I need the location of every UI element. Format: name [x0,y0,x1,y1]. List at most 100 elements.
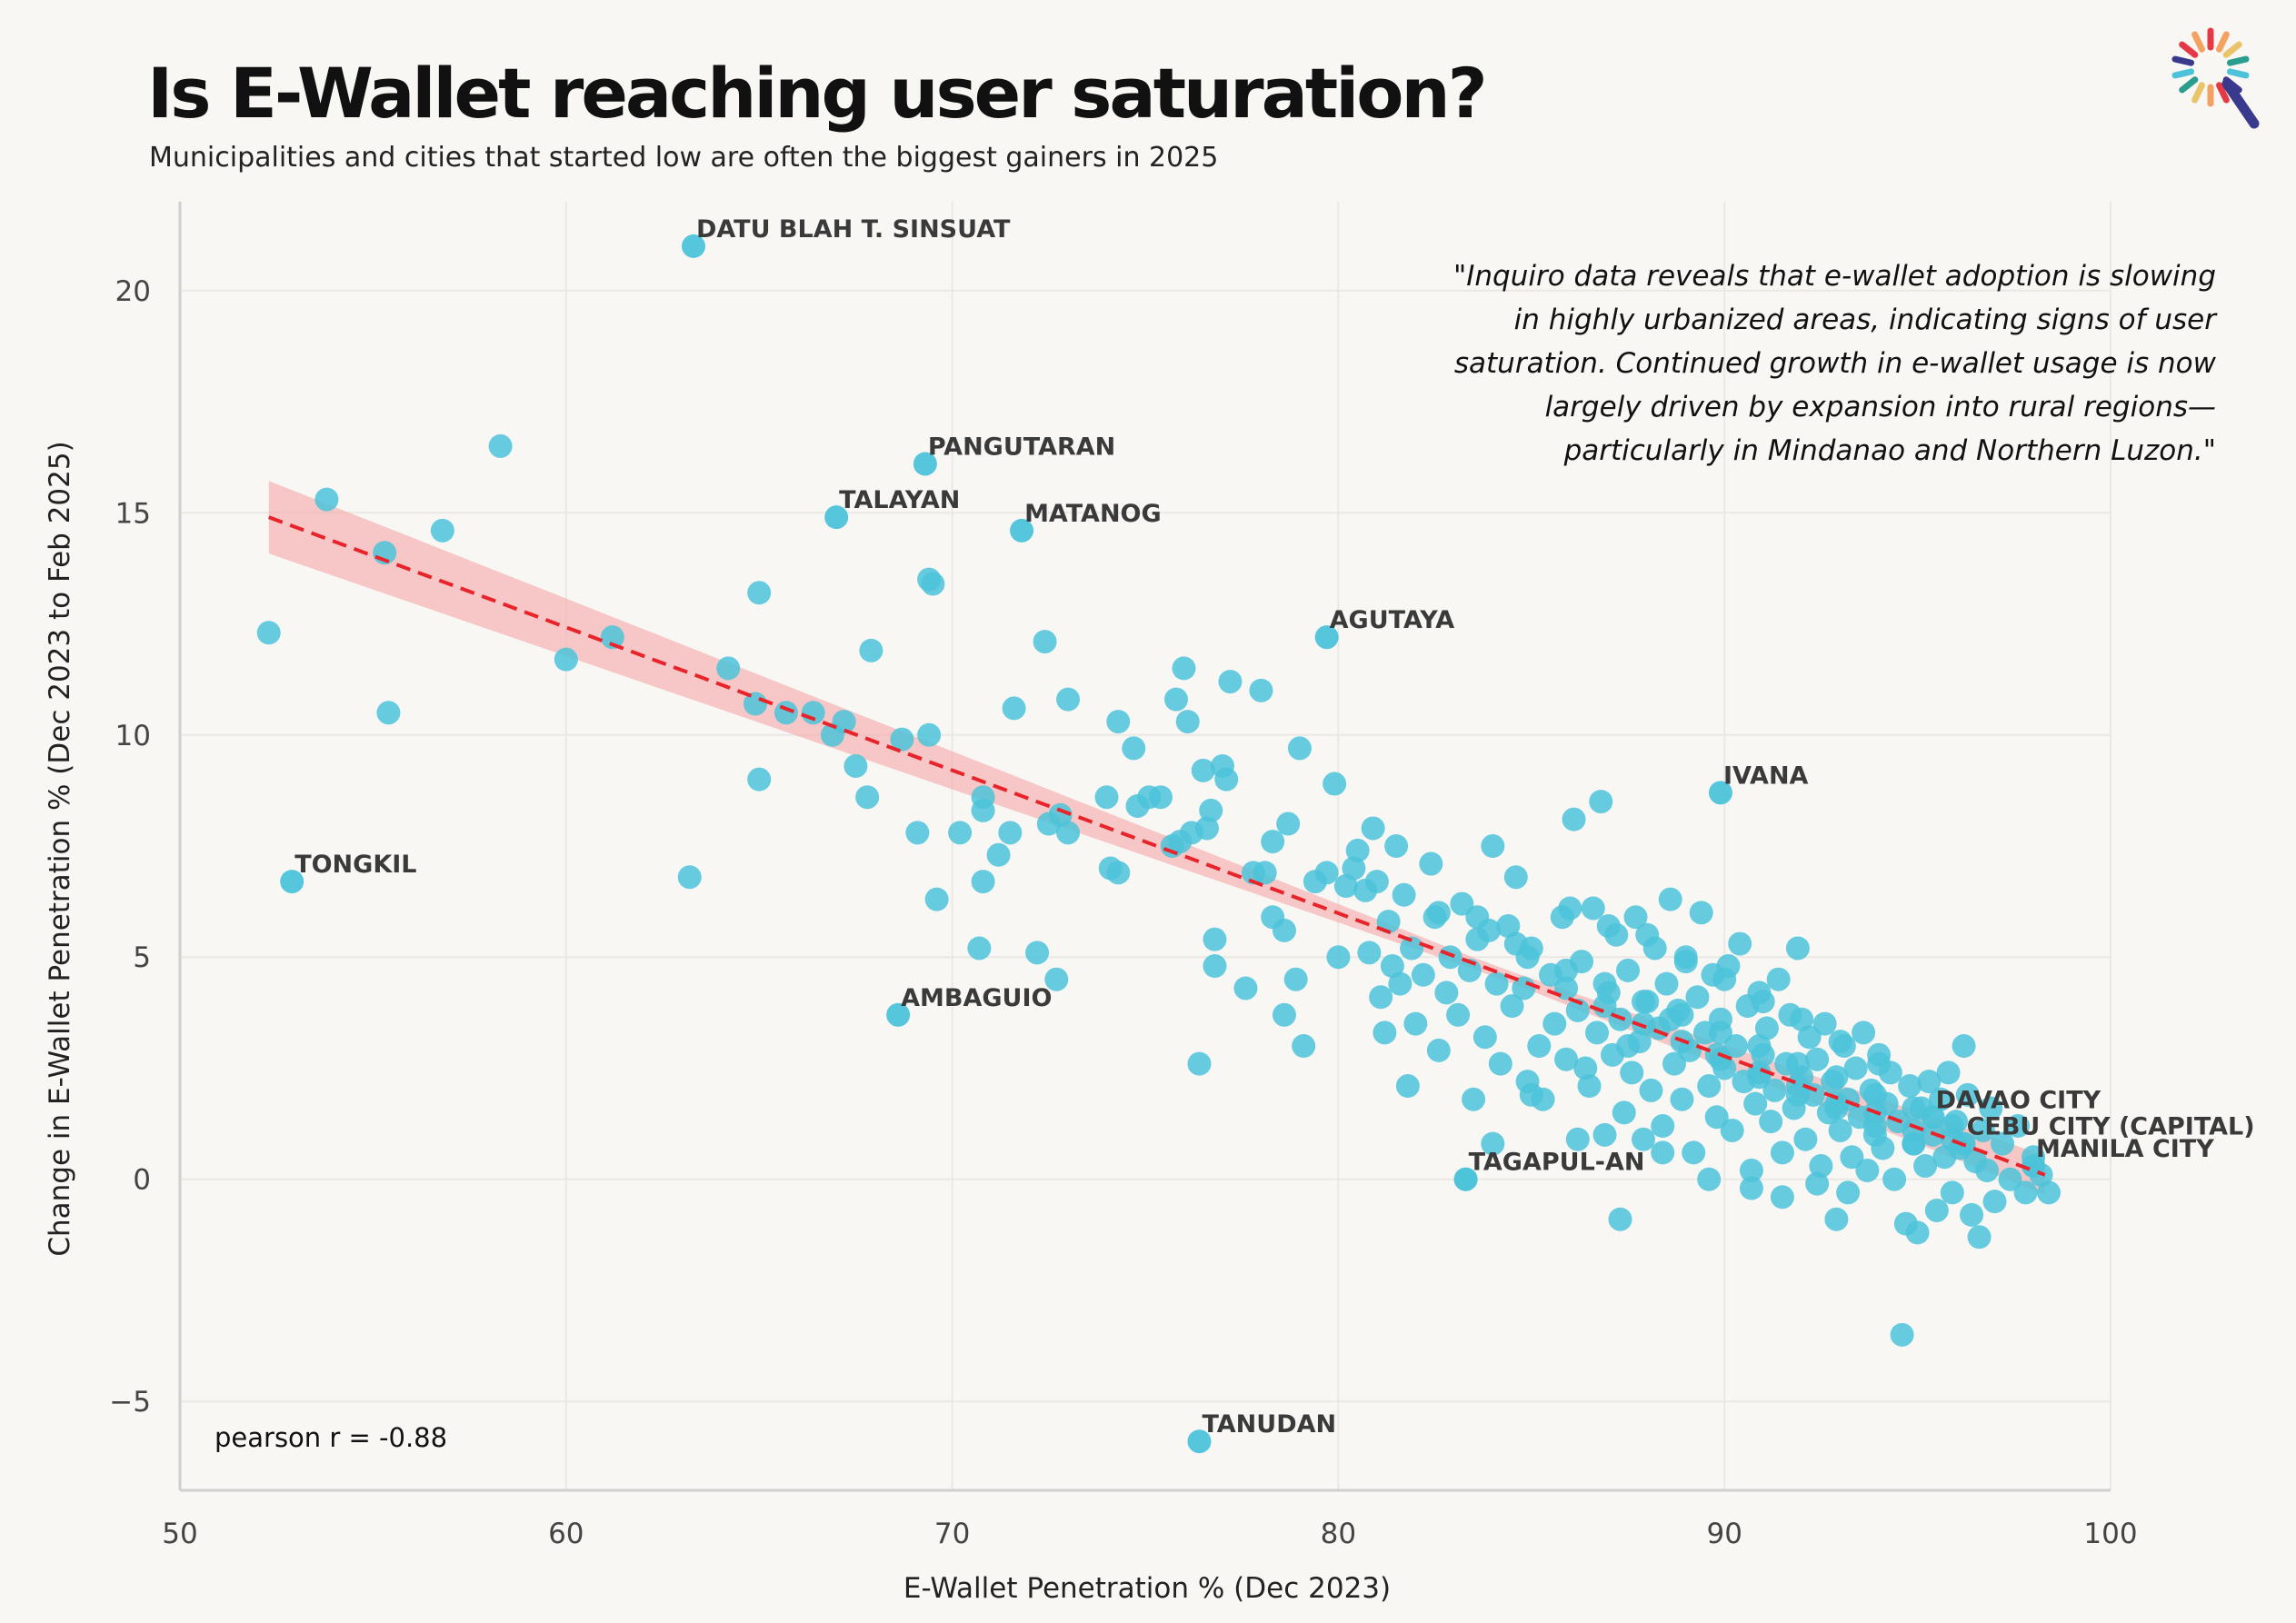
data-point [890,727,914,752]
data-point [924,887,949,911]
data-point [971,870,995,894]
data-point [774,701,798,725]
data-point [1403,1011,1428,1036]
labeled-data-point [1314,625,1339,650]
data-point [1708,1021,1732,1045]
data-point [1824,1096,1849,1120]
data-point [1554,1047,1579,1071]
data-point [1747,1034,1772,1059]
data-point [1612,1100,1636,1125]
logo-segment [2216,31,2230,53]
x-tick-label: 80 [1321,1518,1356,1550]
data-point [1261,830,1285,854]
data-point [1203,927,1227,951]
data-point [1991,1131,2015,1156]
data-point [1720,1118,1744,1142]
data-point [1608,1207,1632,1231]
data-point [1472,1025,1497,1050]
point-label: TALAYAN [839,486,960,514]
data-point [1481,834,1505,858]
x-tick-label: 60 [548,1518,584,1550]
data-point [1199,798,1223,822]
data-point [1503,931,1528,956]
data-point [1500,994,1524,1019]
data-point [1106,710,1131,734]
data-point [1728,931,1752,956]
data-point [1106,861,1131,885]
data-point [1785,1051,1810,1076]
data-point [1484,971,1509,996]
data-point [1824,1207,1849,1231]
point-label: DAVAO CITY [1936,1086,2101,1114]
logo-segment [2216,82,2230,104]
data-point [1828,1118,1852,1142]
data-point [1673,950,1698,974]
data-point [1905,1220,1930,1245]
data-point [1527,1034,1552,1059]
logo-segment [2171,55,2195,66]
data-point [1862,1082,1887,1107]
data-point [1345,838,1370,862]
data-point [1392,882,1416,907]
data-point [1979,1096,2003,1120]
data-point [1898,1074,1922,1099]
data-point [1592,994,1617,1019]
data-point [1685,985,1710,1010]
data-point [1376,910,1401,934]
labeled-data-point [1708,781,1732,805]
data-point [1855,1158,1880,1182]
data-point [1573,1056,1598,1080]
y-tick-label: 0 [133,1164,151,1197]
data-point [1620,1060,1644,1085]
point-label: PANGUTARAN [928,433,1115,461]
data-point [1488,1051,1512,1076]
data-point [859,638,883,662]
data-point [1759,1110,1783,1134]
data-point [1272,918,1296,942]
data-point [1751,990,1775,1014]
data-point [1272,1002,1296,1027]
data-point [1651,1140,1675,1165]
data-point [1033,630,1057,654]
data-point [1998,1167,2022,1191]
data-point [1871,1136,1895,1160]
data-point [1739,1176,1763,1200]
data-point [1002,696,1026,721]
data-point [1770,1140,1794,1165]
point-label: TANUDAN [1202,1410,1336,1439]
trend-line [268,515,2046,1177]
point-label: IVANA [1723,762,1809,790]
data-point [1805,1171,1830,1196]
data-point [1955,1082,1980,1107]
data-point [1682,1140,1706,1165]
data-point [1862,1114,1887,1139]
data-point [971,785,995,810]
y-tick-label: −5 [109,1386,151,1419]
data-point [1785,1082,1810,1107]
data-point [1373,1021,1397,1045]
point-label: TAGAPUL-AN [1469,1149,1645,1177]
data-point [716,656,741,681]
data-point [1314,861,1339,885]
data-point [1651,1114,1675,1139]
data-point [1056,687,1081,712]
data-point [1631,990,1655,1014]
trend-line-path [268,515,2046,1177]
data-point [1519,1082,1543,1107]
data-point [1890,1322,1914,1347]
data-point [1481,1131,1505,1156]
data-point [376,701,401,725]
data-point [1357,941,1382,965]
labeled-data-point [886,1002,911,1027]
data-point [1380,954,1404,979]
data-point [1712,967,1737,991]
data-point [1631,1127,1655,1151]
data-point [1592,1122,1617,1147]
data-point [1670,1002,1694,1027]
point-label: AGUTAYA [1330,606,1455,634]
data-point [1395,1074,1420,1099]
data-point [1805,1047,1830,1071]
data-point [1824,1065,1849,1090]
labeled-data-point [824,505,849,530]
data-point [1203,954,1227,979]
